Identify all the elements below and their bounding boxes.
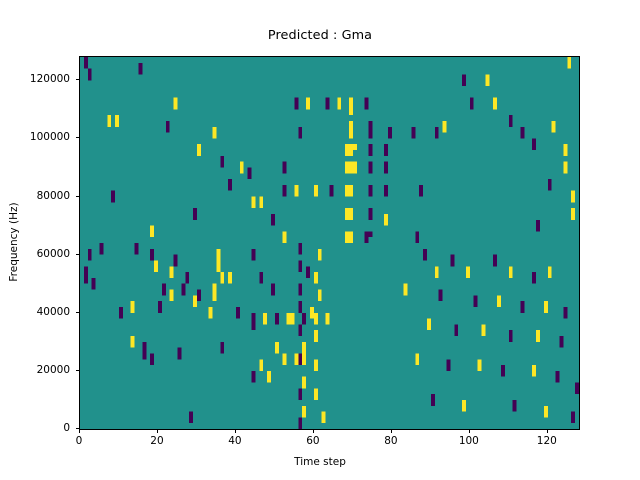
x-tick-mark (390, 429, 392, 433)
x-tick-mark (234, 429, 236, 433)
y-tick-mark (75, 137, 79, 139)
x-tick-mark (79, 429, 80, 433)
page-title: Predicted : Gma (267, 28, 373, 43)
x-axis-label: Time step (294, 456, 346, 468)
y-tick-label: 60000 (36, 247, 70, 260)
y-tick-mark (75, 369, 79, 371)
y-tick-label: 80000 (36, 189, 70, 202)
y-tick-mark (75, 253, 79, 255)
y-tick-label: 120000 (29, 73, 70, 86)
x-tick-label: 60 (306, 435, 320, 447)
x-tick-label: 20 (150, 435, 164, 447)
x-tick-mark (156, 429, 158, 433)
x-tick-mark (312, 429, 314, 433)
y-tick-mark (75, 195, 79, 197)
y-tick-label: 0 (63, 422, 70, 434)
x-tick-label: 80 (384, 435, 398, 447)
y-tick-mark (75, 428, 79, 429)
y-tick-label: 20000 (36, 363, 70, 376)
y-tick-mark (75, 311, 79, 313)
y-tick-label: 100000 (29, 131, 70, 144)
x-tick-mark (468, 429, 470, 433)
x-tick-label: 100 (458, 435, 479, 447)
y-axis-label: Frequency (Hz) (8, 202, 20, 282)
x-tick-mark (546, 429, 548, 433)
y-tick-label: 40000 (36, 305, 70, 318)
x-tick-label: 40 (228, 435, 242, 447)
heatmap-plot-area (79, 56, 580, 430)
x-tick-label: 120 (536, 435, 557, 447)
heatmap-image (80, 57, 579, 429)
y-tick-mark (75, 79, 79, 81)
x-tick-label: 0 (75, 435, 83, 447)
